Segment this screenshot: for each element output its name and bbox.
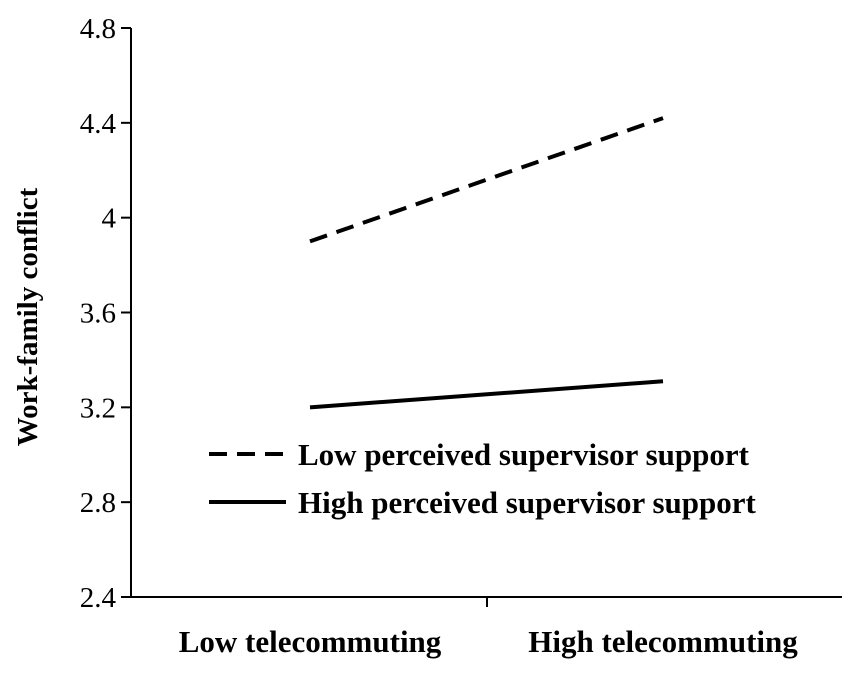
x-category-label: Low telecommuting <box>179 624 442 659</box>
y-tick-label: 4.4 <box>80 108 117 140</box>
series-line-high-support <box>309 379 664 410</box>
y-ticks: 4.8 4.4 4 3.6 3.2 2.8 2.4 <box>80 13 131 614</box>
y-tick-label: 3.2 <box>80 392 116 424</box>
x-ticks: Low telecommuting High telecommuting <box>179 597 798 659</box>
y-tick-label: 3.6 <box>80 298 116 330</box>
y-tick-label: 4.8 <box>80 13 116 45</box>
legend-label-low-support: Low perceived supervisor support <box>298 437 750 472</box>
y-axis-title: Work-family conflict <box>12 187 44 446</box>
x-category-label: High telecommuting <box>528 624 798 659</box>
legend: Low perceived supervisor support High pe… <box>209 437 757 520</box>
y-tick-label: 4 <box>102 203 117 235</box>
y-tick-label: 2.8 <box>80 487 116 519</box>
y-tick-label: 2.4 <box>80 582 117 614</box>
series-lines <box>309 116 664 410</box>
series-line-low-support <box>309 116 664 244</box>
legend-label-high-support: High perceived supervisor support <box>298 485 757 520</box>
